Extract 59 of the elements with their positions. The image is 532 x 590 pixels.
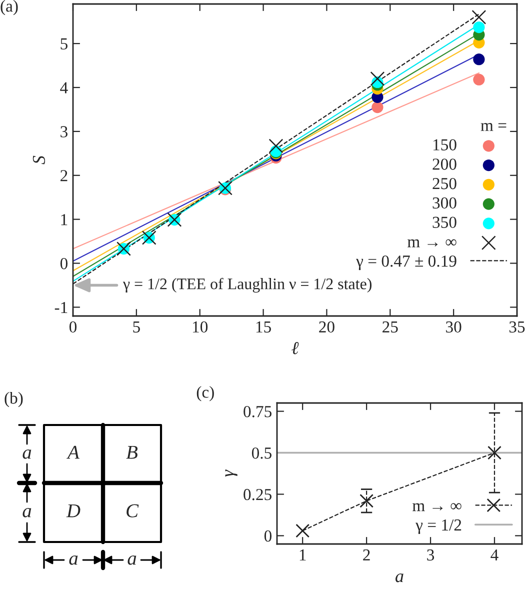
x-tick-label: 20 xyxy=(319,321,334,333)
y-tick-label: 0.75 xyxy=(244,406,272,418)
point xyxy=(370,71,385,86)
text: A xyxy=(66,446,80,459)
legend-title: m = xyxy=(480,123,506,131)
y-tick-label: 4 xyxy=(60,82,68,94)
point xyxy=(473,21,485,34)
y-tick-label: 5 xyxy=(60,38,68,50)
annotation: γ = 1/2 (TEE of Laughlin ν = 1/2 state) xyxy=(122,278,372,293)
text: a xyxy=(69,556,78,565)
point xyxy=(473,54,485,66)
x-tick-label: 3 xyxy=(427,549,434,561)
point xyxy=(473,74,485,86)
y-tick-label: 0 xyxy=(60,258,68,270)
x-tick-label: 30 xyxy=(446,321,462,333)
y-tick-label: 0 xyxy=(264,530,272,542)
text: (b) xyxy=(4,392,23,408)
x-axis-title: a xyxy=(396,574,404,582)
legend-label: m → ∞ xyxy=(412,503,462,512)
y-axis-title: S xyxy=(32,156,46,164)
x-tick-label: 15 xyxy=(256,321,271,333)
chart-title: (a) xyxy=(0,0,18,16)
point xyxy=(472,10,486,24)
y-tick-label: 1 xyxy=(61,214,68,226)
legend-label: γ = 0.47 ± 0.19 xyxy=(356,255,456,270)
x-tick-label: 35 xyxy=(509,321,525,333)
text: a xyxy=(128,556,136,565)
x-tick-label: 5 xyxy=(133,322,140,333)
point xyxy=(296,524,310,538)
point xyxy=(360,494,374,508)
legend-label: 250 xyxy=(432,178,456,190)
y-axis-title: γ xyxy=(225,470,238,477)
x-tick-label: 25 xyxy=(382,321,398,333)
text: a xyxy=(22,508,32,518)
x-tick-label: 10 xyxy=(192,321,208,333)
legend-label: 300 xyxy=(432,197,456,209)
y-tick-label: 0.5 xyxy=(252,447,272,459)
text: C xyxy=(126,504,139,518)
x-tick-label: 0 xyxy=(69,321,77,333)
x-axis-title: ℓ xyxy=(292,342,299,354)
legend-label: γ = 1/2 xyxy=(416,519,462,534)
point xyxy=(372,101,384,114)
text: D xyxy=(66,504,80,518)
chart-title: (c) xyxy=(196,386,214,402)
x-tick-label: 4 xyxy=(490,549,498,560)
legend-label: 350 xyxy=(432,216,456,228)
legend-label: m → ∞ xyxy=(408,239,456,248)
y-tick-label: 3 xyxy=(60,126,68,138)
point xyxy=(488,446,502,460)
x-tick-label: 1 xyxy=(300,549,306,560)
text: B xyxy=(126,446,138,459)
legend-label: 150 xyxy=(433,139,456,150)
y-tick-label: -1 xyxy=(54,302,68,313)
x-tick-label: 2 xyxy=(363,549,370,560)
text: a xyxy=(22,450,32,459)
legend-label: 200 xyxy=(432,158,456,170)
point xyxy=(268,138,284,154)
y-tick-label: 0.25 xyxy=(244,488,272,500)
y-tick-label: 2 xyxy=(60,170,68,182)
